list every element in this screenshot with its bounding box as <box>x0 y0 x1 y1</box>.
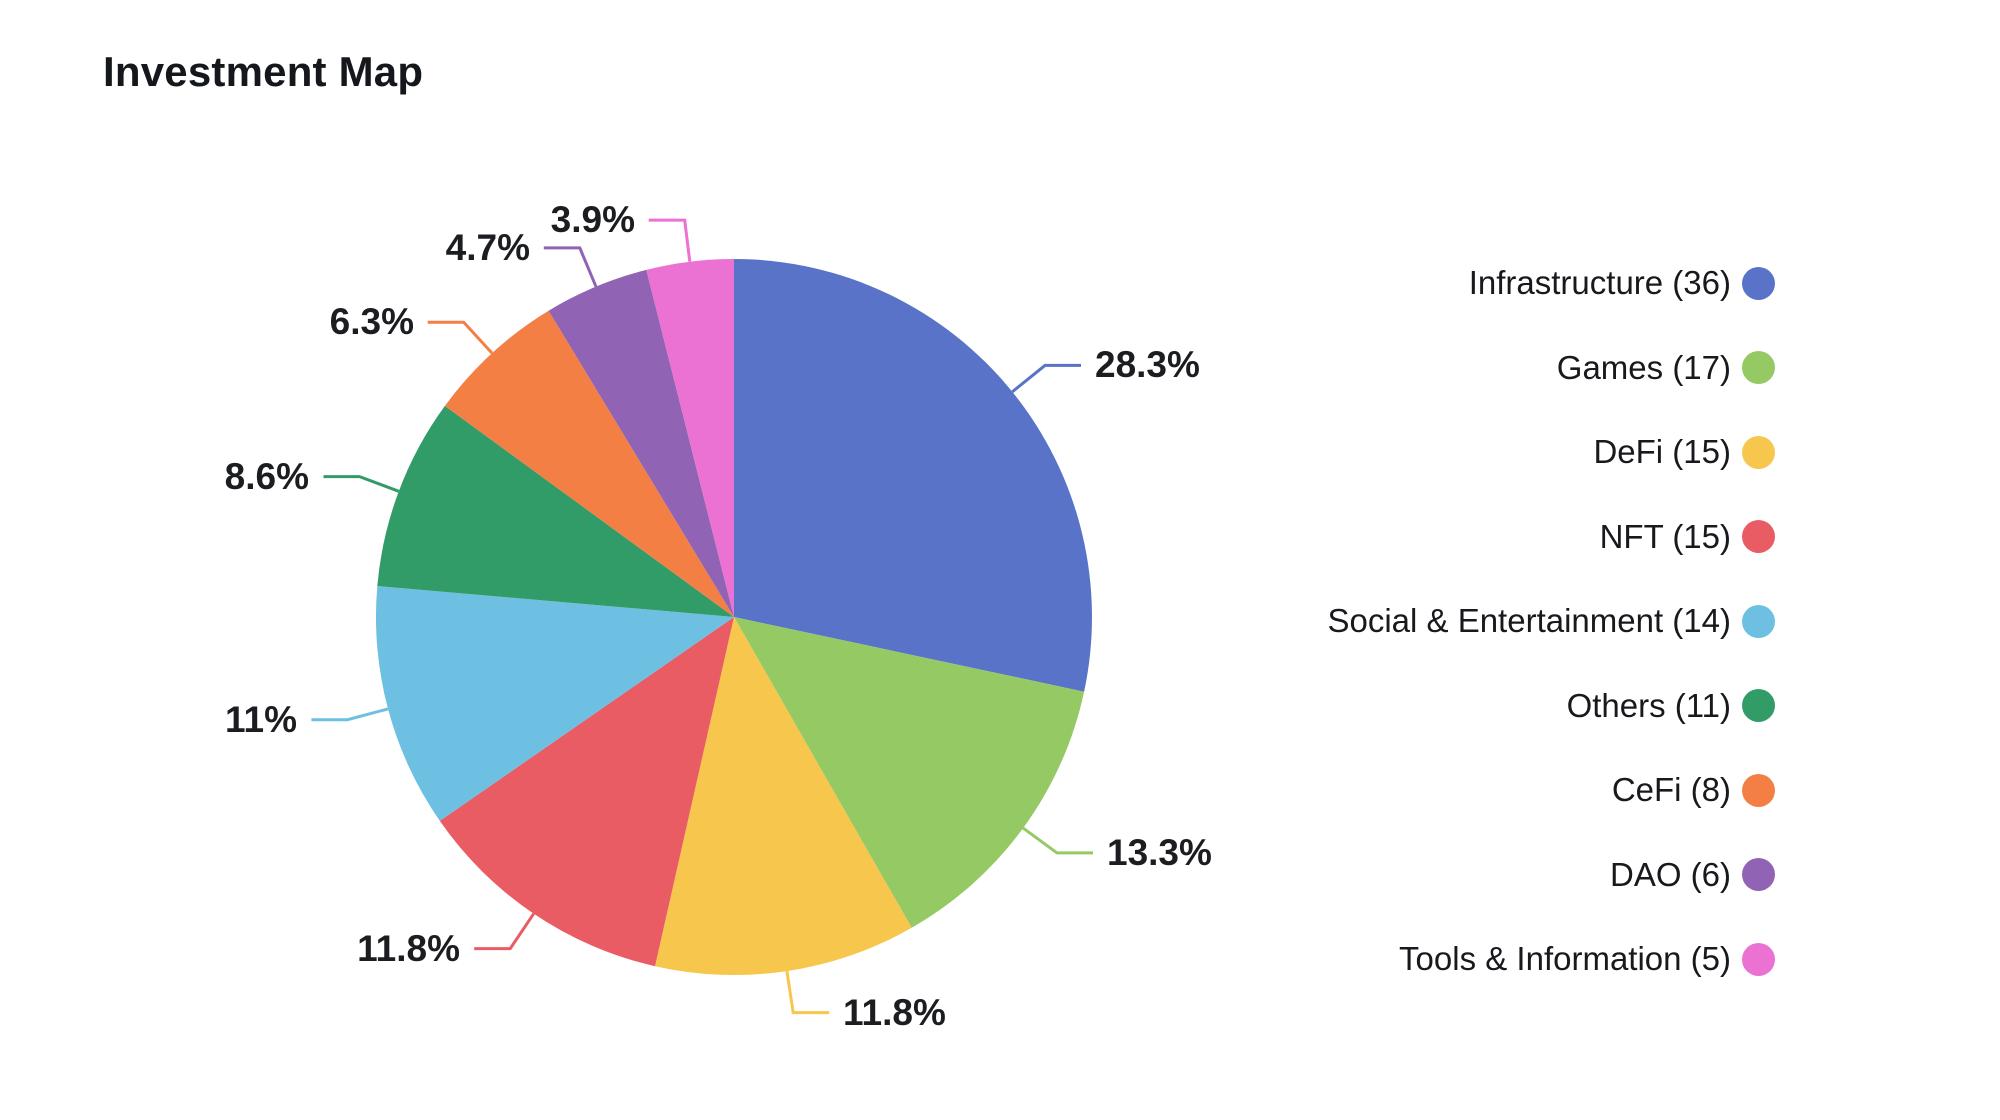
legend-item-tools-information[interactable]: Tools & Information (5) <box>1399 940 1775 978</box>
legend-swatch <box>1742 942 1775 976</box>
pie-percent-label-defi: 11.8% <box>843 992 946 1033</box>
pie-slice-cefi[interactable] <box>444 310 734 617</box>
leader-line-infrastructure <box>1011 363 1081 393</box>
pie-percent-label-social-entertainment: 11% <box>224 699 297 740</box>
pie-slice-dao[interactable] <box>548 269 734 617</box>
legend-item-social-entertainment[interactable]: Social & Entertainment (14) <box>1327 602 1775 640</box>
pie-slice-infrastructure[interactable] <box>734 259 1092 692</box>
legend-item-dao[interactable]: DAO (6) <box>1610 856 1775 894</box>
leader-line-others <box>323 475 400 493</box>
legend-item-nft[interactable]: NFT (15) <box>1600 518 1775 556</box>
legend-item-label: NFT (15) <box>1599 517 1731 555</box>
chart-title: Investment Map <box>103 48 424 95</box>
legend-item-label: Infrastructure (36) <box>1468 264 1731 301</box>
pie-percent-label-nft: 11.8% <box>357 928 460 969</box>
leader-line-tools-information <box>648 218 692 262</box>
legend-item-games[interactable]: Games (17) <box>1557 349 1775 387</box>
leader-line-defi <box>785 970 830 1015</box>
leader-line-games <box>1022 826 1093 855</box>
pie-slice-others[interactable] <box>377 405 734 617</box>
legend-item-infrastructure[interactable]: Infrastructure (36) <box>1469 264 1775 302</box>
legend-item-label: Social & Entertainment (14) <box>1327 602 1731 639</box>
legend-item-label: CeFi (8) <box>1611 771 1731 808</box>
legend-item-label: Others (11) <box>1566 686 1731 724</box>
legend-swatch <box>1742 604 1775 638</box>
leader-line-social-entertainment <box>311 707 389 722</box>
legend-item-defi[interactable]: DeFi (15) <box>1593 433 1775 471</box>
legend-item-cefi[interactable]: CeFi (8) <box>1612 771 1775 809</box>
pie-percent-label-tools-information: 3.9% <box>550 199 635 240</box>
legend-item-label: DeFi (15) <box>1593 433 1731 470</box>
legend-item-others[interactable]: Others (11) <box>1567 687 1775 725</box>
pie-slice-social-entertainment[interactable] <box>375 586 734 821</box>
pie-slice-games[interactable] <box>734 617 1085 928</box>
pie-slice-nft[interactable] <box>439 617 734 967</box>
legend-item-label: DAO (6) <box>1609 855 1731 893</box>
legend-swatch <box>1742 435 1775 469</box>
pie-percent-label-dao: 4.7% <box>445 227 530 268</box>
legend-swatch <box>1742 773 1775 807</box>
pie-slice-defi[interactable] <box>655 617 912 976</box>
legend-swatch <box>1742 858 1775 891</box>
legend-swatch <box>1742 520 1775 553</box>
pie-percent-label-cefi: 6.3% <box>329 301 414 342</box>
pie-percent-label-games: 13.3% <box>1107 832 1212 873</box>
leader-line-nft <box>474 912 535 951</box>
pie-percent-label-infrastructure: 28.3% <box>1095 344 1200 385</box>
leader-line-dao <box>543 246 598 288</box>
legend-swatch <box>1742 689 1775 722</box>
leader-line-cefi <box>427 320 494 355</box>
pie-slice-tools-information[interactable] <box>646 259 734 617</box>
legend-item-label: Games (17) <box>1556 348 1731 386</box>
legend-swatch <box>1742 351 1775 384</box>
legend-swatch <box>1742 266 1775 300</box>
pie-percent-label-others: 8.6% <box>224 456 309 497</box>
legend-item-label: Tools & Information (5) <box>1399 940 1731 977</box>
